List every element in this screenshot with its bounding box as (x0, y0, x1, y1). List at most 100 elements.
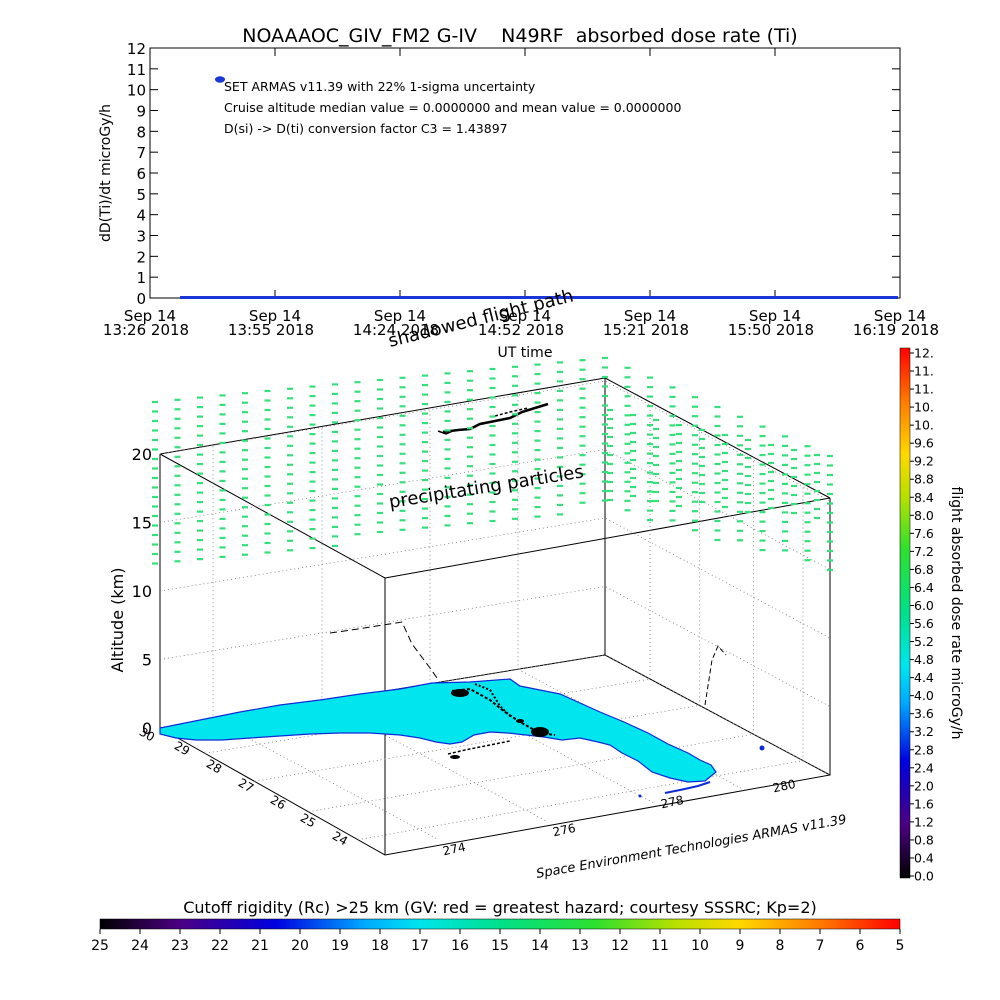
dose-colorbar-tick-label: 5.6 (914, 616, 934, 631)
top-x-axis-label: UT time (498, 345, 553, 361)
longitude-tick-label: 274 (442, 840, 467, 858)
top-x-tick-label-time: 13:55 2018 (228, 321, 314, 339)
rigidity-colorbar-tick-label: 10 (691, 938, 709, 954)
rigidity-colorbar-tick-label: 25 (91, 938, 109, 954)
rigidity-colorbar-tick-label: 23 (171, 938, 189, 954)
altitude-gridline (159, 586, 831, 707)
altitude-gridline (159, 449, 831, 570)
top-x-tick-label-time: 15:50 2018 (728, 321, 814, 339)
rigidity-colorbar (99, 918, 901, 930)
rigidity-colorbar-tick-label: 9 (736, 938, 745, 954)
rigidity-colorbar-ticks: 25 24 23 22 21 20 19 18 17 16 15 14 13 12 11 10 9 8 7 6 5 (91, 929, 904, 954)
top-y-tick-label: 6 (136, 165, 146, 183)
annotation-armas-version: SET ARMAS v11.39 with 22% 1-sigma uncert… (224, 79, 536, 94)
altitude-axis: 0 5 10 15 20 (132, 445, 152, 738)
annotation-cruise-altitude: Cruise altitude median value = 0.0000000… (224, 100, 681, 115)
dose-colorbar-tick-label: 4.4 (914, 670, 934, 685)
top-y-tick-label: 4 (136, 207, 146, 225)
longitude-axis: 274 276 278 280 (442, 777, 797, 858)
flight-path-3d (437, 402, 549, 435)
dose-colorbar (899, 347, 911, 879)
dose-colorbar-tick-label: 8.0 (914, 508, 934, 523)
dose-colorbar-tick-label: 5.2 (914, 634, 934, 649)
longitude-tick-label: 278 (660, 793, 685, 811)
dose-colorbar-tick-label: 1.2 (914, 814, 934, 829)
florida-keys (664, 781, 711, 794)
top-y-tick-label: 3 (136, 228, 146, 246)
rigidity-colorbar-tick-label: 20 (291, 938, 309, 954)
top-y-tick-label: 10 (127, 82, 146, 100)
dose-colorbar-tick-label: 4.8 (914, 652, 934, 667)
dose-colorbar-tick-label: 0.8 (914, 832, 934, 847)
dose-colorbar-tick-label: 8.8 (914, 472, 934, 487)
floor-gridline (321, 701, 548, 822)
floor-gridline (212, 718, 439, 840)
dose-colorbar-tick-label: 11. (914, 382, 934, 397)
flight-path-blobs (450, 689, 549, 759)
rigidity-colorbar-tick-label: 21 (251, 938, 269, 954)
dose-colorbar-tick-label: 11. (914, 364, 934, 379)
rigidity-colorbar-tick-label: 13 (571, 938, 589, 954)
armas-credit: Space Environment Technologies ARMAS v11… (535, 813, 848, 882)
rigidity-colorbar-tick-label: 14 (531, 938, 549, 954)
rigidity-colorbar-tick-label: 19 (331, 938, 349, 954)
precipitating-particles-markers (152, 356, 833, 572)
3d-gridlines (159, 380, 831, 841)
dose-colorbar-tick-label: 2.0 (914, 778, 934, 793)
top-x-tick-label-time: 14:52 2018 (478, 321, 564, 339)
floor-gridline (254, 705, 700, 782)
rigidity-colorbar-tick-label: 11 (651, 938, 669, 954)
top-x-tick-label-date: Sep 14 (874, 307, 926, 325)
top-x-tick-label-time: 13:26 2018 (103, 321, 189, 339)
latitude-axis: 30 29 28 27 26 25 24 (137, 725, 350, 849)
altitude-tick-label: 5 (142, 651, 152, 670)
top-x-tick-label-date: Sep 14 (499, 307, 551, 325)
top-y-tick-label: 9 (136, 103, 146, 121)
dose-colorbar-tick-label: 6.0 (914, 598, 934, 613)
top-y-tick-label: 2 (136, 248, 146, 266)
dose-colorbar-tick-label: 2.8 (914, 742, 934, 757)
latitude-tick-label: 28 (204, 757, 224, 777)
altitude-tick-label: 15 (132, 514, 152, 533)
rigidity-colorbar-tick-label: 6 (856, 938, 865, 954)
top-x-tick-label-date: Sep 14 (749, 307, 801, 325)
latitude-tick-label: 26 (268, 793, 288, 813)
altitude-gridline (159, 380, 831, 502)
dose-colorbar-tick-label: 6.4 (914, 580, 934, 595)
rigidity-colorbar-title: Cutoff rigidity (Rc) >25 km (GV: red = g… (183, 898, 817, 917)
top-y-tick-label: 8 (136, 123, 146, 141)
top-y-axis-label: dD(Ti)/dt microGy/h (98, 104, 114, 242)
altitude-gridline (159, 654, 831, 776)
rigidity-colorbar-tick-label: 7 (816, 938, 825, 954)
latitude-tick-label: 24 (330, 829, 350, 849)
top-x-tick-label-time: 14:24 2018 (353, 321, 439, 339)
top-x-tick-label-date: Sep 14 (374, 307, 426, 325)
altitude-gridline (159, 517, 831, 639)
dose-colorbar-tick-label: 3.2 (914, 724, 934, 739)
rigidity-colorbar-tick-label: 5 (896, 938, 905, 954)
dose-colorbar-tick-label: 7.2 (914, 544, 934, 559)
rigidity-colorbar-tick-label: 15 (491, 938, 509, 954)
top-y-tick-label: 12 (127, 40, 146, 58)
top-y-tick-label: 11 (127, 61, 146, 79)
annotation-conversion-factor: D(si) -> D(ti) conversion factor C3 = 1.… (224, 121, 508, 136)
latitude-tick-label: 27 (236, 776, 256, 796)
dose-colorbar-tick-label: 0.0 (914, 869, 934, 884)
dose-colorbar-tick-label: 1.6 (914, 796, 934, 811)
top-chart-title: NOAAAOC_GIV_FM2 G-IV N49RF absorbed dose… (242, 25, 797, 47)
florida-landmass (159, 678, 717, 783)
dose-colorbar-tick-label: 2.4 (914, 760, 934, 775)
top-y-tick-label: 5 (136, 186, 146, 204)
altitude-tick-label: 10 (132, 582, 152, 601)
top-x-tick-label-date: Sep 14 (124, 307, 176, 325)
precipitating-particles-label: precipitating particles (387, 461, 585, 513)
top-y-tick-label: 1 (136, 269, 146, 287)
top-x-tick-label-time: 15:21 2018 (603, 321, 689, 339)
dose-colorbar-tick-label: 10. (914, 400, 934, 415)
dose-colorbar-label: flight absorbed dose rate microGy/h (948, 487, 964, 740)
rigidity-colorbar-tick-label: 16 (451, 938, 469, 954)
3d-box (159, 377, 831, 856)
floor-gridline (308, 733, 754, 813)
